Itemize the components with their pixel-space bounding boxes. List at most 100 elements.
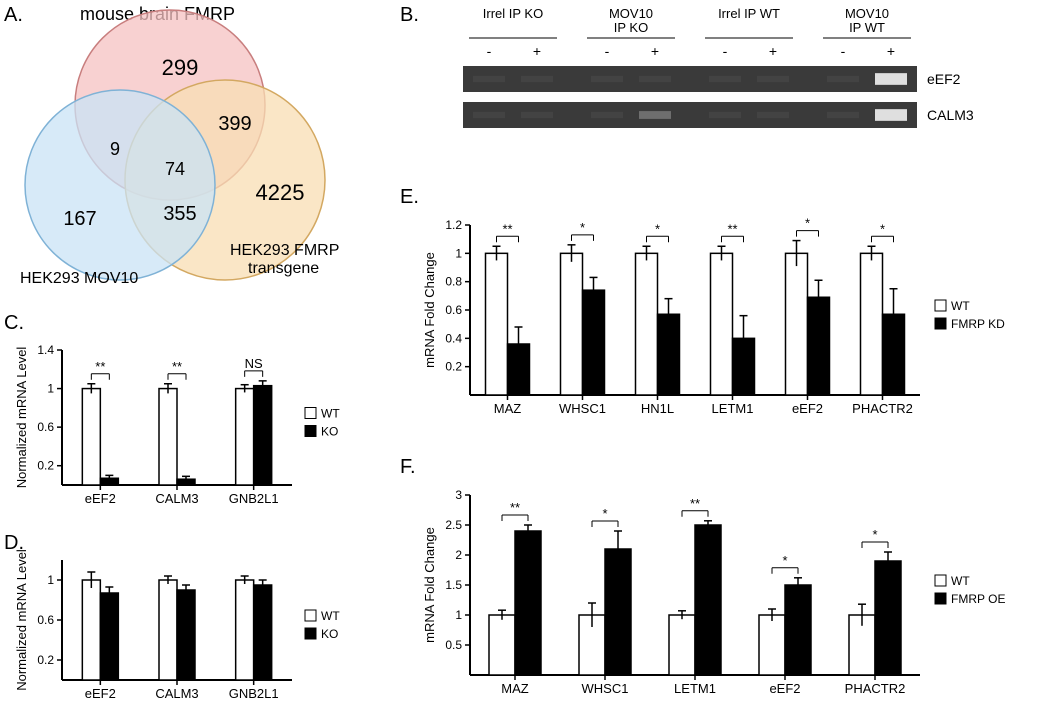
svg-text:*: * [805,216,810,231]
panel-f: F. 0.511.522.53mRNA Fold ChangeMAZ**WHSC… [400,460,1040,720]
svg-text:LETM1: LETM1 [674,681,716,696]
panel-e-chart: 0.20.40.60.811.2mRNA Fold ChangeMAZ**WHS… [400,190,1040,440]
panel-c-label: C. [4,312,24,335]
svg-text:**: ** [172,359,182,374]
svg-text:**: ** [690,496,700,511]
panel-f-chart: 0.511.522.53mRNA Fold ChangeMAZ**WHSC1*L… [400,460,1040,720]
svg-text:NS: NS [245,356,263,371]
panel-d-label: D. [4,532,24,555]
svg-text:CALM3: CALM3 [155,491,198,506]
svg-text:*: * [655,221,660,236]
svg-text:CALM3: CALM3 [155,686,198,701]
svg-text:*: * [872,527,877,542]
panel-e-label: E. [400,186,419,209]
svg-text:MAZ: MAZ [494,401,522,416]
svg-text:eEF2: eEF2 [769,681,800,696]
svg-text:-: - [487,43,492,59]
svg-text:LETM1: LETM1 [712,401,754,416]
svg-text:0.6: 0.6 [37,613,54,627]
svg-text:*: * [580,220,585,235]
svg-text:**: ** [502,221,512,236]
svg-text:PHACTR2: PHACTR2 [845,681,906,696]
venn-diagram: 2999399741673554225HEK293 MOV10HEK293 FM… [0,0,390,290]
svg-text:eEF2: eEF2 [927,71,961,87]
svg-text:Normalized mRNA Level: Normalized mRNA Level [14,347,29,489]
panel-b: B. Irrel IP KOMOV10IP KOIrrel IP WTMOV10… [400,0,1040,165]
svg-text:299: 299 [162,55,199,80]
svg-text:GNB2L1: GNB2L1 [229,491,279,506]
svg-text:MAZ: MAZ [501,681,529,696]
svg-text:FMRP KD: FMRP KD [951,317,1005,331]
svg-text:Irrel IP KO: Irrel IP KO [483,6,543,21]
svg-text:0.6: 0.6 [37,420,54,434]
svg-text:+: + [651,43,659,59]
svg-text:1.2: 1.2 [445,218,462,232]
svg-text:2.5: 2.5 [445,518,462,532]
svg-text:KO: KO [321,425,338,439]
svg-text:**: ** [95,359,105,374]
svg-text:WHSC1: WHSC1 [559,401,606,416]
svg-text:+: + [533,43,541,59]
svg-text:-: - [841,43,846,59]
svg-text:*: * [602,506,607,521]
svg-text:0.6: 0.6 [445,303,462,317]
svg-text:GNB2L1: GNB2L1 [229,686,279,701]
svg-text:1: 1 [47,573,54,587]
svg-text:0.4: 0.4 [445,331,462,345]
panel-c: C. 0.20.611.4Normalized mRNA LeveleEF2**… [0,320,380,520]
svg-text:Irrel IP WT: Irrel IP WT [718,6,780,21]
panel-d: D. 0.20.61Normalized mRNA LeveleEF2CALM3… [0,540,380,720]
svg-text:-: - [605,43,610,59]
panel-a: A. mouse brain FMRP 2999399741673554225H… [0,0,390,290]
svg-text:1: 1 [47,382,54,396]
svg-text:KO: KO [321,627,338,641]
svg-text:IP KO: IP KO [614,20,648,35]
svg-text:eEF2: eEF2 [792,401,823,416]
gel-image: Irrel IP KOMOV10IP KOIrrel IP WTMOV10IP … [400,0,1040,165]
svg-text:0.2: 0.2 [445,360,462,374]
svg-text:**: ** [727,221,737,236]
svg-text:1.5: 1.5 [445,578,462,592]
svg-text:+: + [887,43,895,59]
svg-text:*: * [782,553,787,568]
svg-text:167: 167 [63,208,96,230]
svg-text:-: - [723,43,728,59]
svg-text:355: 355 [163,203,196,225]
svg-text:WT: WT [321,609,340,623]
svg-text:eEF2: eEF2 [85,686,116,701]
svg-text:0.5: 0.5 [445,638,462,652]
svg-text:eEF2: eEF2 [85,491,116,506]
svg-text:WHSC1: WHSC1 [582,681,629,696]
svg-text:0.2: 0.2 [37,653,54,667]
svg-text:FMRP OE: FMRP OE [951,592,1005,606]
svg-text:399: 399 [218,113,251,135]
svg-text:transgene: transgene [248,260,319,277]
svg-text:3: 3 [455,488,462,502]
svg-text:HEK293 FMRP: HEK293 FMRP [230,242,339,259]
svg-text:MOV10: MOV10 [845,6,889,21]
svg-text:2: 2 [455,548,462,562]
panel-f-label: F. [400,456,416,479]
svg-text:0.8: 0.8 [445,275,462,289]
svg-text:0.2: 0.2 [37,459,54,473]
svg-text:HN1L: HN1L [641,401,674,416]
svg-text:1: 1 [455,246,462,260]
svg-text:WT: WT [951,299,970,313]
svg-text:PHACTR2: PHACTR2 [852,401,913,416]
svg-text:HEK293 MOV10: HEK293 MOV10 [20,270,138,287]
svg-text:CALM3: CALM3 [927,107,974,123]
svg-text:WT: WT [951,574,970,588]
panel-d-chart: 0.2 0.6 1 Normalized mRNA Level eEF2 CALM3 GNB… [0,540,380,720]
svg-text:IP WT: IP WT [849,20,885,35]
svg-text:74: 74 [165,159,185,179]
svg-text:WT: WT [321,407,340,421]
svg-text:9: 9 [110,139,120,159]
svg-text:*: * [880,221,885,236]
svg-text:mRNA Fold Change: mRNA Fold Change [422,252,437,368]
panel-c-chart: 0.20.611.4Normalized mRNA LeveleEF2**CAL… [0,320,380,520]
panel-e: E. 0.20.40.60.811.2mRNA Fold ChangeMAZ**… [400,190,1040,440]
svg-text:mRNA Fold Change: mRNA Fold Change [422,527,437,643]
svg-text:Normalized mRNA Level: Normalized mRNA Level [14,549,29,691]
svg-text:**: ** [510,500,520,515]
svg-text:+: + [769,43,777,59]
